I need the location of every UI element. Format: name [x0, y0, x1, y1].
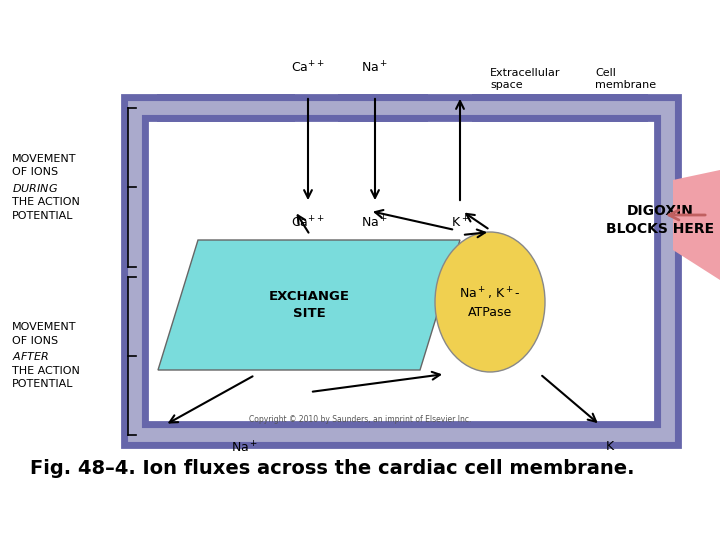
Text: Na$^+$: Na$^+$: [231, 440, 258, 455]
Text: Na$^+$: Na$^+$: [361, 60, 389, 76]
Ellipse shape: [435, 232, 545, 372]
Text: K$^+$: K$^+$: [451, 215, 469, 231]
Text: Ca$^{++}$: Ca$^{++}$: [291, 60, 325, 76]
Text: DIGOXIN
BLOCKS HERE: DIGOXIN BLOCKS HERE: [606, 204, 714, 235]
Polygon shape: [673, 170, 720, 280]
Text: Na$^+$, K$^+$-
ATPase: Na$^+$, K$^+$- ATPase: [459, 285, 521, 319]
Text: Cell
membrane: Cell membrane: [595, 68, 656, 90]
Polygon shape: [158, 240, 460, 370]
Text: Ca$^{++}$: Ca$^{++}$: [291, 215, 325, 231]
Text: MOVEMENT
OF IONS
$\it{AFTER}$
THE ACTION
POTENTIAL: MOVEMENT OF IONS $\it{AFTER}$ THE ACTION…: [12, 322, 80, 389]
Text: Extracellular
space: Extracellular space: [490, 68, 560, 90]
Text: Na$^+$: Na$^+$: [361, 215, 389, 231]
Text: EXCHANGE
SITE: EXCHANGE SITE: [269, 290, 349, 320]
Text: MOVEMENT
OF IONS
$\it{DURING}$
THE ACTION
POTENTIAL: MOVEMENT OF IONS $\it{DURING}$ THE ACTIO…: [12, 153, 80, 221]
Text: Fig. 48–4. Ion fluxes across the cardiac cell membrane.: Fig. 48–4. Ion fluxes across the cardiac…: [30, 458, 634, 477]
Text: K: K: [606, 440, 614, 453]
Text: Copyright © 2010 by Saunders, an imprint of Elsevier Inc.: Copyright © 2010 by Saunders, an imprint…: [249, 415, 471, 424]
